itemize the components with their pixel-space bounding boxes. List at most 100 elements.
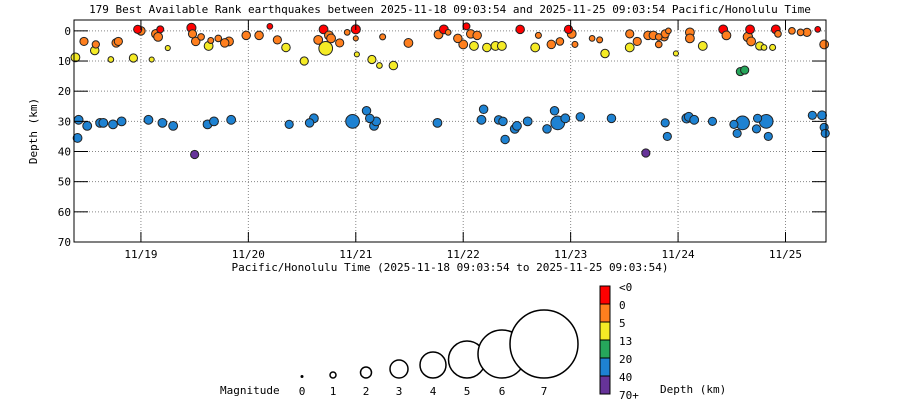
- earthquake-point: [272, 35, 282, 45]
- magnitude-legend-label: 7: [541, 385, 548, 398]
- magnitude-legend-circle: [300, 375, 304, 378]
- earthquake-point: [478, 104, 489, 115]
- earthquake-point: [563, 24, 574, 34]
- magnitude-legend-circle: [389, 359, 409, 379]
- earthquake-point: [190, 36, 201, 47]
- y-tick-label: 10: [58, 55, 71, 68]
- earthquake-point: [732, 128, 742, 139]
- earthquake-point: [128, 53, 139, 63]
- earthquake-point: [522, 116, 533, 127]
- earthquake-point: [534, 31, 542, 39]
- earthquake-point: [164, 45, 171, 52]
- earthquake-point: [335, 38, 345, 48]
- earthquake-point: [207, 36, 215, 45]
- earthquake-point: [606, 113, 617, 124]
- magnitude-legend-circle: [329, 371, 337, 379]
- earthquake-point: [453, 33, 463, 44]
- earthquake-point: [226, 114, 237, 125]
- earthquake-point: [588, 35, 596, 42]
- depth-legend-title: Depth (km): [660, 383, 726, 396]
- earthquake-point: [746, 36, 757, 47]
- y-tick-label: 40: [58, 146, 71, 159]
- earthquake-point: [740, 65, 750, 75]
- earthquake-point: [624, 42, 635, 53]
- earthquake-point: [745, 24, 755, 35]
- earthquake-point: [555, 37, 565, 46]
- depth-legend-swatch: [599, 321, 611, 341]
- earthquake-point: [819, 39, 830, 50]
- x-tick-label: 11/21: [339, 248, 372, 261]
- earthquake-point: [72, 133, 83, 143]
- earthquake-point: [432, 117, 443, 128]
- earthquake-point: [498, 116, 508, 127]
- depth-legend-label: 13: [619, 335, 632, 348]
- earthquake-point: [496, 41, 507, 51]
- magnitude-legend-label: 6: [499, 385, 506, 398]
- earthquake-point: [403, 38, 414, 48]
- earthquake-point: [469, 41, 479, 51]
- y-tick-label: 60: [58, 206, 71, 219]
- earthquake-point: [352, 35, 359, 42]
- earthquake-point: [729, 119, 739, 129]
- earthquake-point: [107, 56, 115, 63]
- earthquake-point: [281, 42, 291, 53]
- depth-legend-label: 0: [619, 299, 626, 312]
- earthquake-point: [476, 114, 487, 125]
- magnitude-legend: Magnitude 0 1 2 3 4 5 6 7: [220, 309, 579, 398]
- earthquake-point: [219, 38, 230, 48]
- earthquake-point: [549, 106, 560, 116]
- plot-frame: [73, 19, 827, 243]
- earthquake-point: [299, 56, 309, 66]
- earthquake-point: [168, 120, 179, 131]
- data-points: [70, 22, 830, 160]
- earthquake-point: [641, 148, 651, 158]
- earthquake-point: [707, 116, 718, 126]
- earthquake-point: [820, 128, 830, 139]
- earthquake-point: [462, 22, 471, 31]
- earthquake-point: [654, 40, 663, 49]
- earthquake-point: [304, 118, 315, 128]
- earthquake-point: [665, 27, 672, 35]
- earthquake-point: [684, 33, 695, 44]
- x-tick-label: 11/25: [769, 248, 802, 261]
- depth-legend-swatch: [599, 303, 611, 323]
- earthquake-point: [512, 120, 522, 131]
- earthquake-point: [697, 41, 708, 51]
- earthquake-point: [660, 118, 670, 128]
- earthquake-point: [788, 27, 796, 35]
- earthquake-point: [482, 42, 492, 53]
- magnitude-legend-circle: [509, 309, 579, 379]
- earthquake-point: [672, 50, 679, 57]
- y-tick-label: 50: [58, 176, 71, 189]
- depth-legend-label: 20: [619, 353, 632, 366]
- earthquake-point: [769, 43, 777, 51]
- earthquake-point: [353, 51, 360, 58]
- magnitude-legend-title: Magnitude: [220, 384, 280, 397]
- earthquake-point: [241, 30, 251, 41]
- depth-legend-label: <0: [619, 281, 632, 294]
- magnitude-legend-label: 4: [430, 385, 437, 398]
- y-tick-label: 70: [58, 236, 71, 249]
- depth-legend-swatch: [599, 357, 611, 377]
- earthquake-point: [774, 30, 782, 38]
- x-axis-label: Pacific/Honolulu Time (2025-11-18 09:03:…: [231, 261, 668, 274]
- earthquake-point: [313, 34, 324, 45]
- earthquake-point: [326, 33, 336, 44]
- magnitude-legend-label: 5: [464, 385, 471, 398]
- earthquake-point: [113, 36, 123, 47]
- earthquake-point: [318, 41, 334, 56]
- earthquake-point: [444, 29, 452, 36]
- earthquake-point: [575, 112, 586, 122]
- earthquake-point: [600, 48, 610, 59]
- earthquake-point: [632, 36, 642, 47]
- earthquake-point: [458, 39, 469, 50]
- x-tick-label: 11/20: [232, 248, 265, 261]
- earthquake-point: [546, 39, 557, 50]
- x-axis: 11/19 11/20 11/21 11/22 11/23 11/24 11/25: [124, 20, 802, 261]
- magnitude-legend-circle: [419, 351, 447, 379]
- magnitude-legend-label: 0: [299, 385, 306, 398]
- earthquake-point: [266, 22, 274, 30]
- earthquake-point: [689, 114, 700, 125]
- earthquake-point: [157, 117, 168, 128]
